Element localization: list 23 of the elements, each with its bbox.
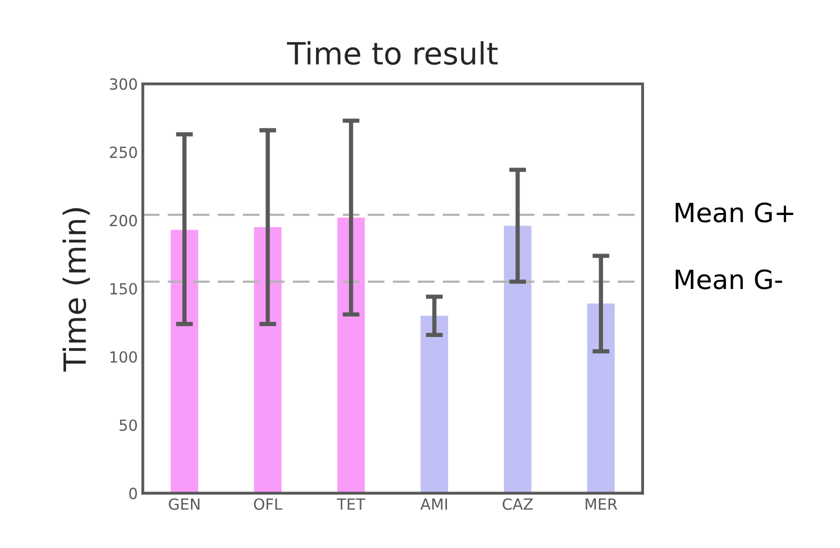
- x-tick-label: AMI: [420, 498, 447, 510]
- bar: [504, 226, 532, 494]
- x-tick-label: TET: [336, 498, 366, 510]
- y-tick-label: 100: [110, 351, 137, 363]
- chart-title: Time to result: [286, 41, 498, 65]
- x-tick-label: OFL: [254, 498, 282, 510]
- x-tick-label: GEN: [168, 498, 200, 510]
- bar: [337, 218, 365, 494]
- y-axis-title: Time (min): [62, 208, 90, 372]
- x-tick-label: CAZ: [502, 498, 533, 510]
- y-tick-label: 250: [110, 146, 137, 158]
- y-tick-label: 0: [129, 488, 137, 500]
- bar: [420, 316, 448, 494]
- ref-line-label: Mean G+: [676, 202, 794, 222]
- y-tick-label: 200: [110, 214, 137, 226]
- y-tick-label: 150: [110, 282, 137, 295]
- bar: [254, 227, 282, 494]
- ref-line-label: Mean G-: [676, 269, 782, 290]
- x-tick-label: MER: [586, 498, 618, 510]
- bar: [587, 304, 615, 494]
- bar: [170, 230, 198, 494]
- y-tick-label: 50: [120, 419, 137, 431]
- y-tick-label: 300: [110, 78, 137, 90]
